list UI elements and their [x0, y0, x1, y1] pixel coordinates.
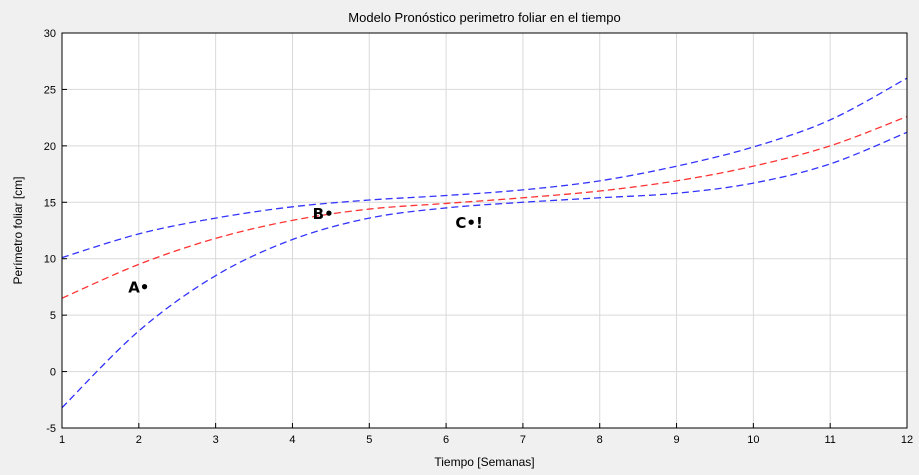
series-line-upper-bound — [61, 77, 908, 259]
y-tick-label: 25 — [44, 84, 56, 96]
annotation-label: C•! — [455, 214, 482, 232]
series-layer — [61, 77, 908, 409]
x-tick-label: 12 — [901, 434, 913, 446]
x-tick-label: 1 — [59, 434, 65, 446]
x-axis-label: Tiempo [Semanas] — [434, 455, 534, 469]
plot-frame — [61, 32, 908, 429]
y-axis-label: Perímetro foliar [cm] — [11, 176, 25, 284]
x-tick-label: 8 — [597, 434, 603, 446]
x-tick-label: 3 — [213, 434, 219, 446]
y-tick-label: 5 — [50, 310, 56, 322]
x-tick-label: 4 — [289, 434, 295, 446]
y-tick-label: 15 — [44, 197, 56, 209]
y-tick-label: 10 — [44, 254, 56, 266]
x-tick-label: 2 — [136, 434, 142, 446]
x-tick-label: 9 — [673, 434, 679, 446]
plot-area — [62, 33, 907, 428]
x-tick-label: 10 — [747, 434, 759, 446]
series-line-lower-bound — [61, 131, 908, 409]
annotations: A• B• C•! — [128, 205, 483, 296]
x-tick-label: 6 — [443, 434, 449, 446]
y-tick-label: 20 — [44, 141, 56, 153]
y-tick-label: 30 — [44, 28, 56, 40]
y-tick-label: 0 — [50, 367, 56, 379]
annotation-label: B• — [313, 205, 334, 223]
series-line-forecast — [61, 115, 908, 299]
x-tick-label: 7 — [520, 434, 526, 446]
chart-title: Modelo Pronóstico perimetro foliar en el… — [348, 10, 620, 25]
x-tick-label: 5 — [366, 434, 372, 446]
y-tick-label: -5 — [46, 423, 56, 435]
annotation-label: A• — [128, 279, 149, 297]
x-tick-label: 11 — [824, 434, 835, 446]
